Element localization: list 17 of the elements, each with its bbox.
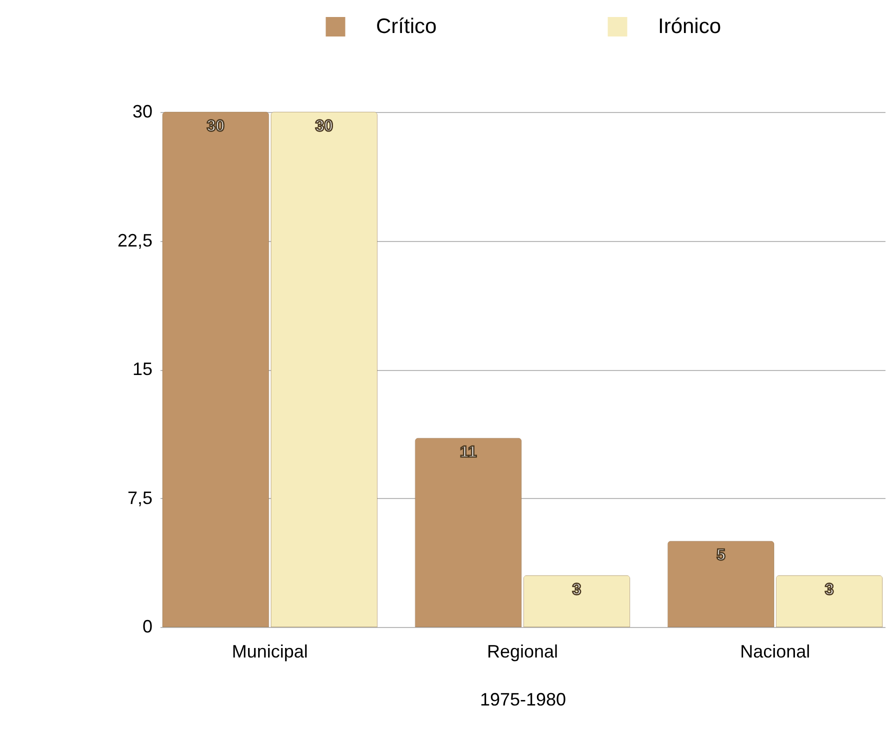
x-tick-label: Nacional <box>740 642 810 662</box>
data-label: 30 <box>315 118 334 135</box>
y-tick-label: 30 <box>132 102 152 122</box>
data-label: 11 <box>460 444 477 462</box>
data-label: 5 <box>716 547 726 564</box>
y-tick-label: 7,5 <box>127 488 152 508</box>
legend-label: Crítico <box>376 14 437 38</box>
x-tick-label: Regional <box>486 642 558 662</box>
x-axis-title: 1975-1980 <box>480 690 566 710</box>
data-label: 3 <box>572 582 582 598</box>
x-tick-label: Municipal <box>232 642 308 662</box>
data-label: 30 <box>206 118 225 135</box>
y-tick-label: 0 <box>142 616 152 636</box>
legend-label: Irónico <box>658 14 722 38</box>
y-tick-label: 15 <box>132 359 152 379</box>
y-tick-label: 22,5 <box>117 230 152 250</box>
data-label: 3 <box>824 582 834 598</box>
